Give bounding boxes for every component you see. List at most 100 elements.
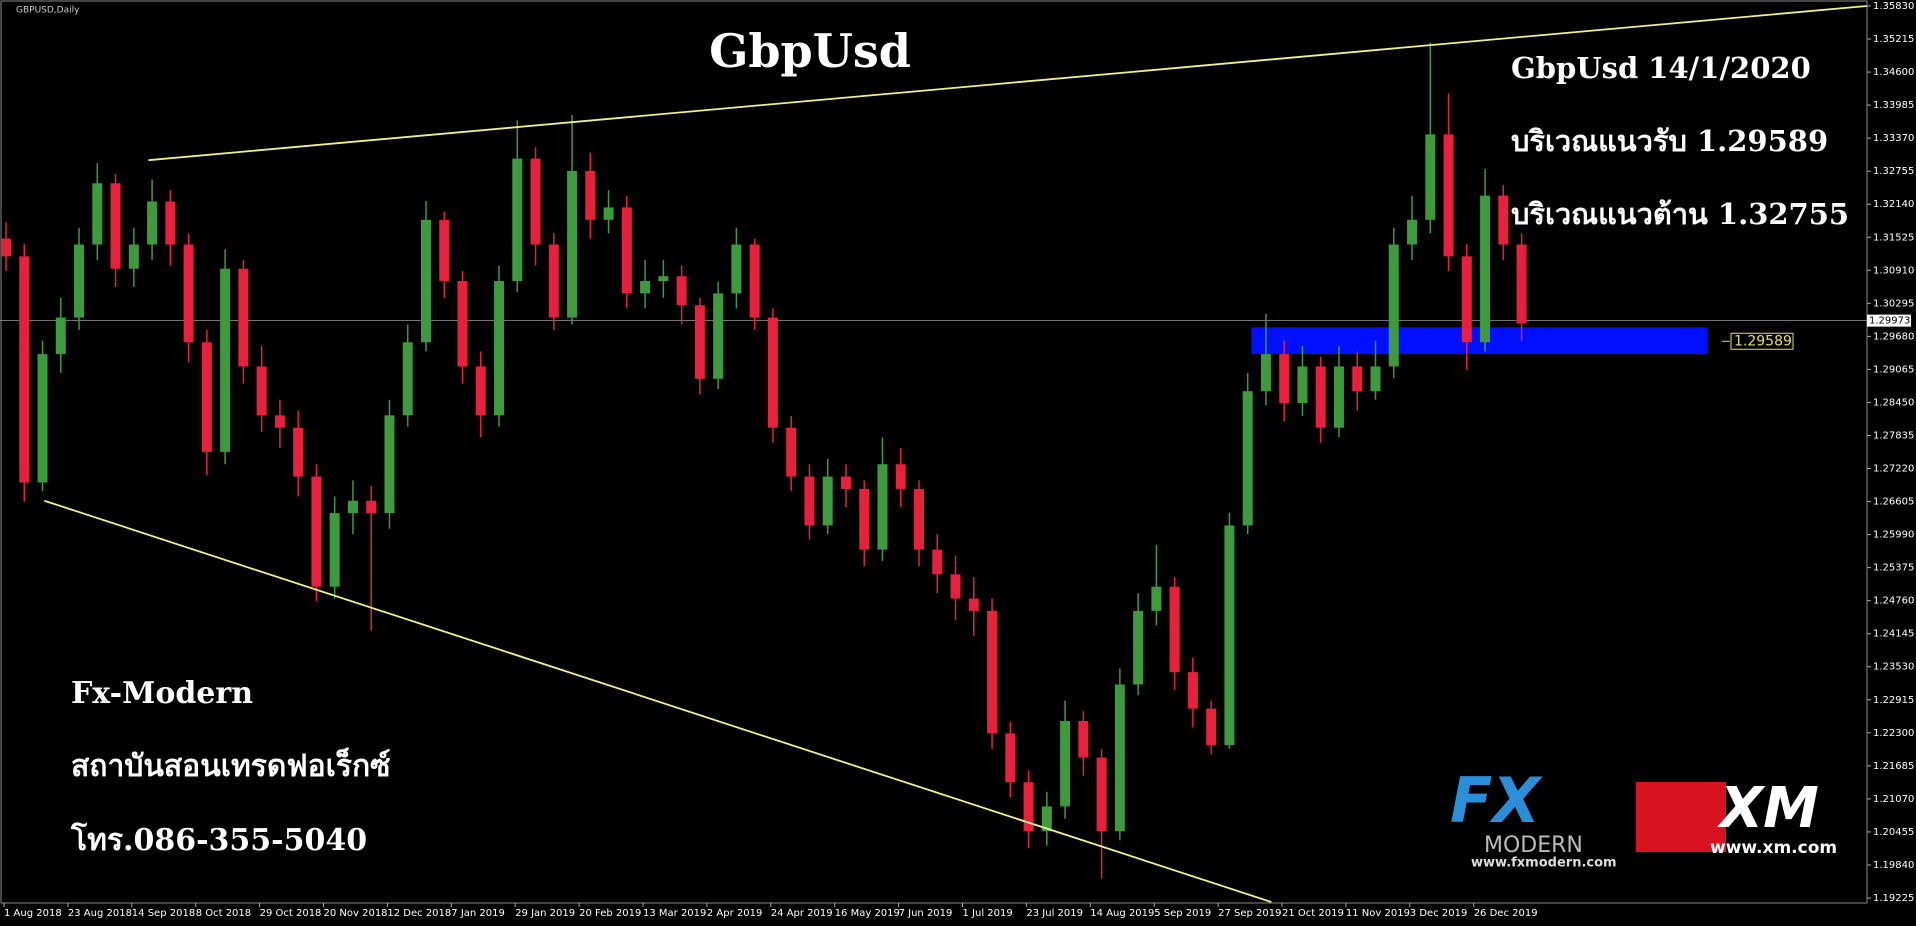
x-tick-label: 2 Apr 2019 (707, 908, 762, 919)
candle-body (694, 305, 705, 379)
candle-body (274, 415, 285, 428)
candle-body (311, 476, 322, 587)
x-tick-label: 20 Feb 2019 (579, 908, 641, 919)
candle-body (1260, 354, 1271, 392)
y-tick-label: 1.25375 (1873, 563, 1914, 574)
footer-text: สถาบันสอนเทรดฟอเร็กซ์ (71, 747, 390, 784)
x-tick-label: 23 Aug 2018 (68, 908, 132, 919)
y-tick-label: 1.19225 (1873, 893, 1914, 904)
x-tick-label: 16 May 2019 (835, 908, 900, 919)
candle-body (1041, 806, 1052, 832)
x-tick-label: 7 Jan 2019 (451, 908, 505, 919)
annotation: GbpUsd 14/1/2020 (1511, 51, 1811, 85)
candle-body (512, 158, 523, 282)
candle-body (1461, 256, 1472, 343)
y-tick-label: 1.24145 (1873, 629, 1914, 640)
x-tick-label: 29 Jan 2019 (515, 908, 575, 919)
candle-body (147, 201, 158, 245)
candle-body (457, 281, 468, 367)
candle-body (1242, 391, 1253, 526)
candle-body (439, 219, 450, 282)
candle-body (987, 610, 998, 734)
candle-body (822, 476, 833, 526)
candle-body (37, 354, 48, 483)
y-tick-label: 1.26605 (1873, 497, 1914, 508)
candle-body (74, 244, 85, 318)
candle-body (1297, 366, 1308, 403)
footer-text: โทร.086-355-5040 (70, 821, 367, 858)
y-tick-label: 1.22300 (1873, 728, 1914, 739)
candle-body (786, 427, 797, 477)
candle-body (110, 183, 121, 269)
current-price-box (1867, 314, 1911, 327)
y-tick-label: 1.22915 (1873, 695, 1914, 706)
candle-body (548, 244, 559, 318)
x-tick-label: 11 Nov 2019 (1346, 908, 1410, 919)
y-tick-label: 1.20455 (1873, 827, 1914, 838)
candle-body (1370, 366, 1381, 392)
fx-logo: FX (1450, 764, 1543, 837)
candle-body (293, 427, 304, 477)
y-tick-label: 1.25990 (1873, 530, 1914, 541)
candle-body (530, 158, 541, 245)
candle-body (1315, 366, 1326, 428)
candle-body (1114, 684, 1125, 832)
xm-icon (1636, 782, 1726, 852)
candle-body (420, 219, 431, 343)
x-tick-label: 8 Oct 2018 (196, 908, 251, 919)
y-tick-label: 1.29680 (1873, 331, 1914, 342)
candle-body (1480, 195, 1491, 343)
trendline (148, 5, 1867, 162)
y-tick-label: 1.30910 (1873, 265, 1914, 276)
y-tick-label: 1.19840 (1873, 860, 1914, 871)
candle-body (640, 281, 651, 294)
y-tick-label: 1.32140 (1873, 199, 1914, 210)
candle-body (201, 342, 212, 452)
candle-body (621, 207, 632, 294)
candle-body (165, 201, 176, 245)
y-tick-label: 1.31525 (1873, 232, 1914, 243)
x-tick-label: 27 Sep 2019 (1218, 908, 1281, 919)
candle-body (1169, 586, 1180, 673)
candle-body (1023, 782, 1034, 832)
x-tick-label: 5 Sep 2019 (1154, 908, 1211, 919)
candle-body (1133, 610, 1144, 685)
xm-url: www.xm.com (1710, 838, 1837, 858)
y-tick-label: 1.35215 (1873, 34, 1914, 45)
y-tick-label: 1.21685 (1873, 761, 1914, 772)
annotation: บริเวณแนวต้าน 1.32755 (1511, 197, 1849, 231)
candle-body (19, 256, 30, 483)
candle-body (329, 513, 340, 587)
logos: FX MODERN www.fxmodern.com XM www.xm.com (1446, 764, 1839, 871)
y-tick-label: 1.27835 (1873, 430, 1914, 441)
y-tick-label: 1.23530 (1873, 662, 1914, 673)
candle-body (804, 476, 815, 526)
candle-body (1005, 733, 1016, 783)
candle-body (183, 244, 194, 343)
y-tick-label: 1.34600 (1873, 67, 1914, 78)
fx-logo-sub: MODERN (1484, 833, 1583, 858)
y-tick-label: 1.28450 (1873, 397, 1914, 408)
candle-body (731, 244, 742, 294)
current-price-label: 1.29973 (1869, 316, 1910, 327)
candle-body (1498, 195, 1509, 245)
x-tick-label: 7 Jun 2019 (899, 908, 953, 919)
candle-body (968, 598, 979, 611)
candle-body (1187, 672, 1198, 709)
x-tick-label: 20 Nov 2018 (324, 908, 388, 919)
candle-body (402, 342, 413, 416)
y-tick-label: 1.29065 (1873, 364, 1914, 375)
support-label-box (1730, 332, 1794, 350)
candle-body (1078, 720, 1089, 758)
candle-body (1333, 366, 1344, 428)
x-tick-label: 29 Oct 2018 (260, 908, 322, 919)
candle-body (676, 276, 687, 306)
symbol-label: GBPUSD,Daily (16, 6, 80, 16)
x-tick-label: 14 Sep 2018 (132, 908, 195, 919)
candle-body (347, 500, 358, 514)
candle-body (1425, 134, 1436, 220)
candle-body (1407, 219, 1418, 245)
